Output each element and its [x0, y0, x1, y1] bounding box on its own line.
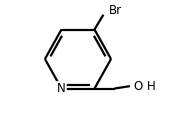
Text: H: H	[146, 80, 155, 93]
Text: Br: Br	[109, 4, 122, 17]
Text: O: O	[134, 80, 143, 93]
Text: N: N	[57, 82, 66, 95]
